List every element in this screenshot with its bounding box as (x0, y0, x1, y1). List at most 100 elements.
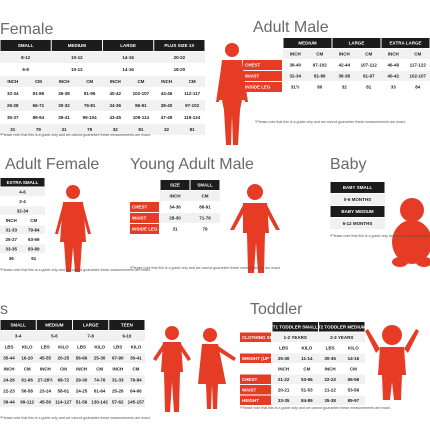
cell: 44-46 (161, 91, 173, 96)
cell: KILO (58, 345, 69, 350)
cell: 8-12 (21, 55, 31, 60)
baby-figure (392, 198, 430, 267)
cell-bg (341, 353, 365, 363)
cell-bg (51, 52, 103, 63)
cell: INCH (339, 52, 350, 57)
header-cell (109, 320, 145, 330)
cell: 31 (62, 127, 68, 132)
cell-bg (25, 100, 52, 111)
cell-bg (332, 49, 357, 59)
cell: INCH (161, 79, 172, 84)
cell-bg (272, 332, 319, 342)
cell-bg (51, 124, 77, 135)
cell: INCH (40, 367, 51, 372)
cell: 33-35 (278, 398, 290, 403)
cell: 28-30 (169, 216, 181, 221)
cell-bg (108, 331, 145, 341)
cell: 45-55 (40, 356, 52, 361)
header-text: BABY SMALL (343, 185, 373, 190)
figures (55, 43, 430, 412)
cell: CM (96, 367, 103, 372)
cell: CM (189, 79, 196, 84)
cell: LBS (5, 345, 14, 350)
cell: LBS (113, 345, 122, 350)
row-label: HEIGHT (242, 398, 259, 403)
cell: 97-102 (185, 103, 200, 108)
cell: 23-24 (40, 389, 52, 394)
section-title: Young Adult Male (130, 156, 254, 173)
header-cell (0, 178, 45, 187)
section-title: Adult Male (253, 19, 329, 36)
cell: 45-50 (40, 400, 52, 405)
cell-bg (356, 49, 381, 59)
cell: 81-86 (33, 91, 45, 96)
cell: 79-84 (130, 378, 142, 383)
cell: 24-25 (76, 389, 88, 394)
cell: 39-44 (3, 400, 15, 405)
header-text: LARGE (83, 323, 99, 328)
cell-bg (0, 375, 19, 385)
header-text: TEEN (121, 323, 133, 328)
cell: LBS (41, 345, 50, 350)
header-text: LARGE (349, 41, 365, 46)
cell: INCH (112, 367, 123, 372)
cell: 5-6 (51, 334, 58, 339)
cell-bg (108, 397, 127, 407)
cell: CM (414, 52, 421, 57)
cell: 14-16 (122, 55, 134, 60)
cell: 79 (36, 127, 42, 132)
cell: 79-84 (28, 227, 40, 232)
cell: 20-22 (174, 55, 186, 60)
cell-bg (318, 395, 342, 405)
cell: 102-107 (409, 74, 426, 79)
cell: 24-26 (3, 378, 15, 383)
header-cell (330, 182, 385, 193)
cell: 11-14 (301, 356, 313, 361)
cell: 86-91 (135, 103, 147, 108)
cell-bg (190, 191, 220, 201)
cell-bg (36, 375, 55, 385)
cell-bg (283, 49, 308, 59)
row-label: CLOTHING SIZE (242, 335, 277, 340)
cell-bg (72, 331, 109, 341)
header-cell (0, 320, 36, 330)
cell-bg (128, 100, 154, 111)
cell: CM (303, 366, 310, 371)
cell-bg (90, 397, 109, 407)
cell: 14-16 (122, 67, 134, 72)
header-text: EXTRA SMALL (7, 180, 39, 185)
cell-bg (22, 244, 45, 253)
cell-bg (102, 76, 129, 87)
cell: 81 (138, 127, 144, 132)
cell: 84-89 (301, 398, 313, 403)
cell-bg (0, 397, 19, 407)
cell: KILO (94, 345, 105, 350)
cell: KILO (302, 345, 313, 350)
cell: 67-90 (112, 356, 124, 361)
row-label-cell (243, 71, 282, 81)
cell-bg (128, 124, 154, 135)
cell: CM (24, 367, 31, 372)
cell-bg (160, 213, 190, 223)
cell: CM (132, 367, 139, 372)
cell: 81 (190, 127, 196, 132)
cell: 53-56 (348, 387, 360, 392)
cell: 42-44 (338, 63, 350, 68)
cell: 47-49 (161, 115, 173, 120)
header-cell (381, 38, 430, 48)
cell: 0-6 MONTHS (344, 197, 371, 202)
cell: 22-23 (324, 377, 336, 382)
cell-bg (179, 124, 205, 135)
header-cell (272, 322, 318, 332)
cell-bg (272, 395, 296, 405)
header-text: SMALL (10, 323, 26, 328)
cell: 43-45 (110, 115, 122, 120)
cell: 79 (202, 227, 208, 232)
cell: INCH (170, 194, 181, 199)
cell: 6-12 MONTHS (343, 221, 373, 226)
cell: 20-25 (58, 356, 70, 361)
cell-bg (341, 374, 365, 384)
cell: CM (35, 79, 42, 84)
note: *Please note that this is a guide only a… (130, 266, 281, 270)
cell: 29-30 (76, 378, 88, 383)
